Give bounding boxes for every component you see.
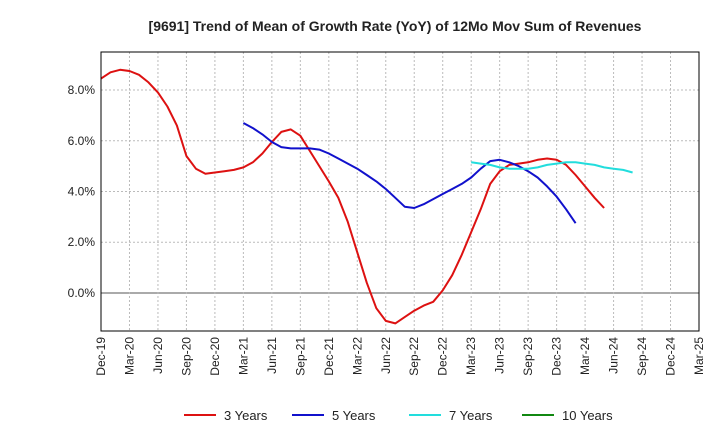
x-tick-label: Mar-22 <box>350 337 364 375</box>
y-tick-label: 2.0% <box>68 235 96 249</box>
x-tick-label: Sep-21 <box>293 337 307 376</box>
x-tick-label: Jun-24 <box>607 337 621 374</box>
x-tick-label: Sep-20 <box>179 337 193 376</box>
x-tick-label: Sep-23 <box>521 337 535 376</box>
x-tick-label: Jun-23 <box>493 337 507 374</box>
x-tick-label: Dec-19 <box>94 337 108 376</box>
legend-label: 3 Years <box>224 408 268 423</box>
x-tick-label: Jun-22 <box>379 337 393 374</box>
legend-label: 5 Years <box>332 408 376 423</box>
grid-lines <box>100 52 700 331</box>
legend: 3 Years 5 Years 7 Years 10 Years <box>184 408 613 423</box>
y-tick-label: 4.0% <box>68 185 96 199</box>
x-tick-label: Dec-22 <box>436 337 450 376</box>
y-axis: 0.0% 2.0% 4.0% 6.0% 8.0% <box>68 83 96 300</box>
legend-item: 7 Years <box>409 408 493 423</box>
series-line-5-years <box>242 122 577 224</box>
chart-title: [9691] Trend of Mean of Growth Rate (YoY… <box>149 18 642 34</box>
x-tick-label: Dec-23 <box>550 337 564 376</box>
series-line-3-years <box>100 68 605 325</box>
plot-frame <box>100 51 700 332</box>
legend-label: 7 Years <box>449 408 493 423</box>
series-line-7-years <box>471 161 633 174</box>
y-tick-label: 6.0% <box>68 134 96 148</box>
x-tick-label: Mar-24 <box>578 337 592 375</box>
x-tick-label: Dec-20 <box>208 337 222 376</box>
x-tick-label: Dec-21 <box>322 337 336 376</box>
legend-item: 10 Years <box>522 408 613 423</box>
x-tick-label: Mar-21 <box>236 337 250 375</box>
y-tick-label: 8.0% <box>68 83 96 97</box>
x-tick-label: Mar-23 <box>464 337 478 375</box>
series-layer <box>100 68 633 325</box>
legend-label: 10 Years <box>562 408 613 423</box>
x-tick-label: Jun-21 <box>265 337 279 374</box>
legend-item: 5 Years <box>292 408 376 423</box>
x-tick-label: Mar-25 <box>692 337 706 375</box>
x-axis: Dec-19 Mar-20 Jun-20 Sep-20 Dec-20 Mar-21 Jun-… <box>94 337 706 376</box>
x-tick-label: Mar-20 <box>122 337 136 375</box>
legend-item: 3 Years <box>184 408 268 423</box>
x-tick-label: Jun-20 <box>151 337 165 374</box>
y-tick-label: 0.0% <box>68 286 96 300</box>
x-tick-label: Dec-24 <box>664 337 678 376</box>
x-tick-label: Sep-22 <box>407 337 421 376</box>
x-tick-label: Sep-24 <box>635 337 649 376</box>
